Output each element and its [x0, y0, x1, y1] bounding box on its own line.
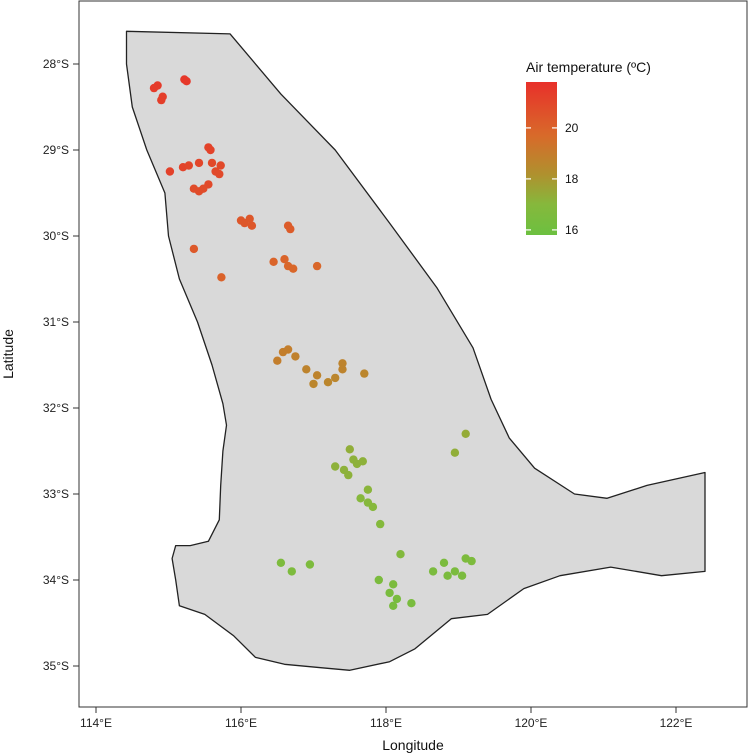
- temperature-point: [450, 567, 460, 576]
- temperature-point: [286, 224, 295, 234]
- temperature-point: [450, 448, 460, 457]
- temperature-point: [199, 184, 208, 193]
- legend-colorbar: [526, 82, 557, 235]
- temperature-point: [216, 161, 225, 170]
- x-tick-label: 114°E: [80, 716, 112, 730]
- temperature-points: [149, 75, 476, 610]
- temperature-point: [345, 445, 354, 454]
- temperature-point: [323, 378, 333, 387]
- temperature-point: [276, 558, 286, 567]
- temperature-point: [149, 83, 159, 93]
- temperature-point: [312, 371, 322, 380]
- legend-tick-label: 16: [565, 223, 579, 237]
- temperature-point: [194, 158, 204, 168]
- y-tick-label: 34°S: [43, 573, 69, 587]
- temperature-point: [443, 571, 452, 580]
- y-axis: 28°S 29°S 30°S 31°S 32°S 33°S 34°S 35°S: [43, 57, 79, 673]
- temperature-point: [407, 599, 416, 608]
- y-tick-label: 33°S: [43, 487, 69, 501]
- temperature-point: [368, 502, 378, 512]
- temperature-point: [158, 92, 167, 101]
- temperature-point: [374, 575, 383, 585]
- temperature-point: [280, 255, 289, 264]
- x-tick-label: 122°E: [660, 716, 693, 730]
- temperature-point: [392, 594, 402, 604]
- temperature-point: [461, 429, 470, 438]
- temperature-point: [217, 273, 226, 282]
- temperature-point: [389, 601, 398, 610]
- temperature-point: [338, 365, 347, 374]
- y-tick-label: 35°S: [43, 659, 69, 673]
- temperature-point: [206, 145, 215, 155]
- legend-tick-label: 20: [565, 121, 579, 135]
- temperature-point: [269, 257, 278, 266]
- temperature-point: [247, 221, 257, 230]
- temperature-point: [396, 550, 405, 559]
- temperature-point: [207, 158, 217, 168]
- legend-title: Air temperature (ºC): [526, 59, 651, 75]
- temperature-point: [428, 567, 438, 576]
- temperature-point: [312, 261, 322, 271]
- temperature-point: [287, 567, 296, 576]
- y-tick-label: 29°S: [43, 143, 69, 157]
- temperature-point: [356, 494, 365, 503]
- temperature-point: [245, 214, 254, 223]
- temperature-point: [338, 359, 347, 368]
- y-tick-label: 30°S: [43, 229, 69, 243]
- legend: Air temperature (ºC) 20 18 16: [526, 59, 651, 237]
- x-tick-label: 120°E: [515, 716, 548, 730]
- legend-ticks: 20 18 16: [526, 121, 579, 237]
- x-axis: 114°E 116°E 118°E 120°E 122°E: [80, 707, 692, 730]
- temperature-point: [291, 352, 300, 361]
- temperature-point: [376, 519, 385, 529]
- region-outline: [125, 30, 706, 671]
- temperature-point: [189, 244, 199, 254]
- temperature-point: [182, 77, 191, 86]
- temperature-point: [467, 556, 476, 566]
- x-tick-label: 118°E: [370, 716, 402, 730]
- temperature-point: [389, 580, 398, 589]
- temperature-point: [457, 571, 467, 580]
- temperature-point: [360, 369, 369, 378]
- x-axis-title: Longitude: [382, 737, 444, 753]
- x-tick-label: 116°E: [225, 716, 257, 730]
- temperature-point: [344, 470, 353, 480]
- y-tick-label: 32°S: [43, 401, 69, 415]
- temperature-point: [289, 264, 298, 273]
- temperature-point: [305, 560, 315, 569]
- y-axis-title: Latitude: [0, 329, 16, 379]
- temperature-point: [331, 462, 340, 471]
- legend-tick-label: 18: [565, 172, 579, 186]
- temperature-point: [165, 167, 175, 176]
- y-tick-label: 31°S: [43, 315, 69, 329]
- temperature-point: [273, 356, 282, 365]
- temperature-point: [439, 558, 449, 567]
- temperature-point: [283, 345, 293, 354]
- temperature-point: [309, 379, 318, 389]
- temperature-point: [363, 485, 373, 494]
- y-tick-label: 28°S: [43, 57, 69, 71]
- temperature-point: [385, 588, 394, 598]
- temperature-point: [215, 169, 224, 179]
- temperature-point: [358, 457, 367, 466]
- temperature-point: [184, 161, 193, 170]
- temperature-point: [302, 365, 311, 374]
- temperature-point: [331, 373, 340, 383]
